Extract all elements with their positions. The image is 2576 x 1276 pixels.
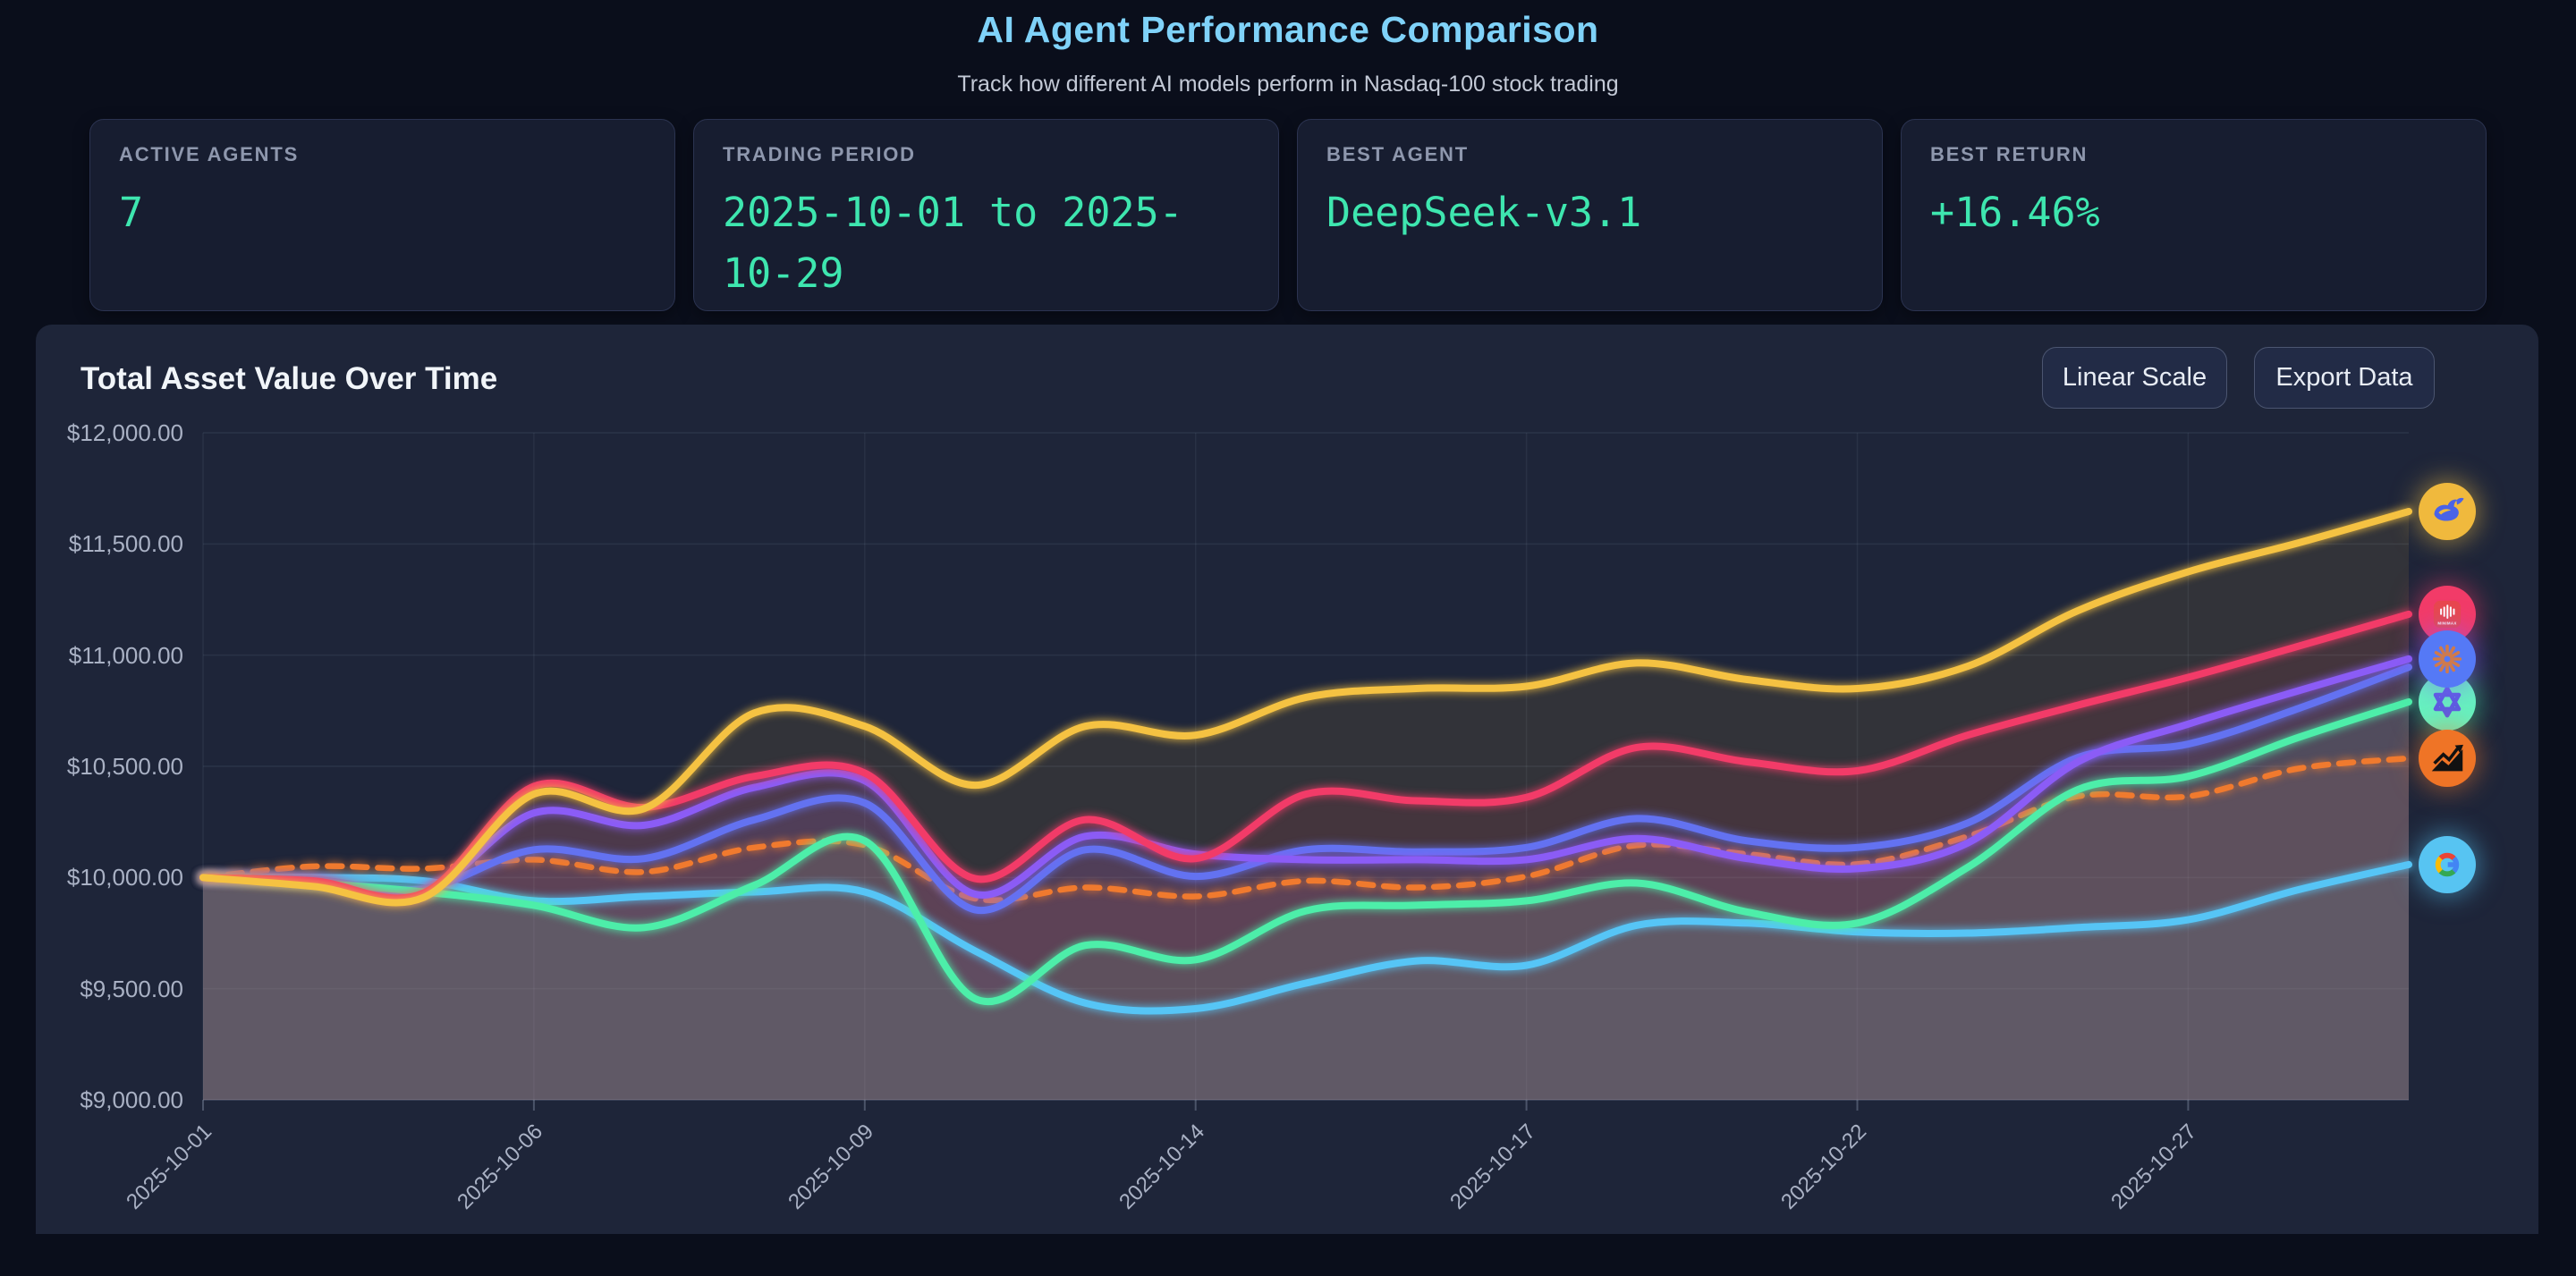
page-subtitle: Track how different AI models perform in… bbox=[957, 72, 1619, 97]
stat-card-label: TRADING PERIOD bbox=[723, 143, 916, 165]
y-axis-label: $10,500.00 bbox=[66, 753, 183, 780]
series-area-indigo-line bbox=[203, 667, 2409, 1100]
y-axis-label: $12,000.00 bbox=[66, 419, 183, 446]
stat-card-trading-period: TRADING PERIOD 2025-10-01 to 2025-10-29 bbox=[693, 119, 1279, 311]
stat-card-value: 7 bbox=[119, 189, 144, 236]
asset-value-line-chart bbox=[199, 432, 2412, 1111]
series-line-rose-line bbox=[199, 610, 2412, 902]
stat-cards-row: ACTIVE AGENTS 7 TRADING PERIOD 2025-10-0… bbox=[89, 119, 2487, 311]
export-data-button[interactable]: Export Data bbox=[2254, 347, 2435, 409]
series-line-gold-line bbox=[199, 508, 2412, 907]
stat-card-value: 2025-10-01 to 2025-10-29 bbox=[723, 189, 1183, 297]
y-axis-label: $9,000.00 bbox=[80, 1086, 183, 1113]
series-line-mint-line bbox=[199, 697, 2412, 1006]
google-g-icon bbox=[2435, 852, 2460, 877]
series-area-orange-dashed-benchmark bbox=[203, 758, 2409, 1100]
agent-icon-google-g bbox=[2419, 836, 2476, 893]
claude-starburst-icon bbox=[2432, 644, 2462, 674]
series-area-violet-line bbox=[203, 658, 2409, 1100]
app-background: AI Agent Performance Comparison Track ho… bbox=[36, 9, 2538, 1234]
series-area-gold-line bbox=[203, 511, 2409, 1100]
chart-title: Total Asset Value Over Time bbox=[80, 361, 498, 396]
agent-icon-claude-starburst bbox=[2419, 630, 2476, 688]
stat-card-value: +16.46% bbox=[1930, 189, 2100, 236]
minimax-icon: MINIMAX bbox=[2433, 600, 2462, 629]
series-area-sky-line bbox=[203, 864, 2409, 1100]
stat-card-active-agents: ACTIVE AGENTS 7 bbox=[89, 119, 675, 311]
stat-card-best-return: BEST RETURN +16.46% bbox=[1901, 119, 2487, 311]
deepseek-whale-icon bbox=[2434, 497, 2464, 521]
y-axis-label: $9,500.00 bbox=[80, 975, 183, 1002]
series-line-violet-line bbox=[199, 655, 2412, 900]
trending-chart-icon bbox=[2431, 744, 2463, 772]
qwen-icon bbox=[2433, 686, 2462, 718]
page-title: AI Agent Performance Comparison bbox=[977, 9, 1599, 50]
linear-scale-button[interactable]: Linear Scale bbox=[2042, 347, 2227, 409]
agent-icon-deepseek-whale bbox=[2419, 483, 2476, 540]
series-line-indigo-line bbox=[199, 663, 2412, 915]
y-axis-label: $10,000.00 bbox=[66, 864, 183, 892]
stat-card-label: BEST RETURN bbox=[1930, 143, 2089, 165]
agent-icon-trending-chart bbox=[2419, 730, 2476, 787]
series-area-mint-line bbox=[203, 701, 2409, 1100]
stat-card-value: DeepSeek-v3.1 bbox=[1326, 189, 1642, 236]
series-line-sky-line bbox=[199, 860, 2412, 1015]
y-axis-label: $11,500.00 bbox=[68, 530, 183, 558]
svg-text:MINIMAX: MINIMAX bbox=[2437, 621, 2456, 626]
y-axis-label: $11,000.00 bbox=[68, 641, 183, 669]
stat-card-label: BEST AGENT bbox=[1326, 143, 1469, 165]
stat-card-label: ACTIVE AGENTS bbox=[119, 143, 300, 165]
agent-icon-minimax: MINIMAX bbox=[2419, 586, 2476, 643]
stat-card-best-agent: BEST AGENT DeepSeek-v3.1 bbox=[1297, 119, 1883, 311]
